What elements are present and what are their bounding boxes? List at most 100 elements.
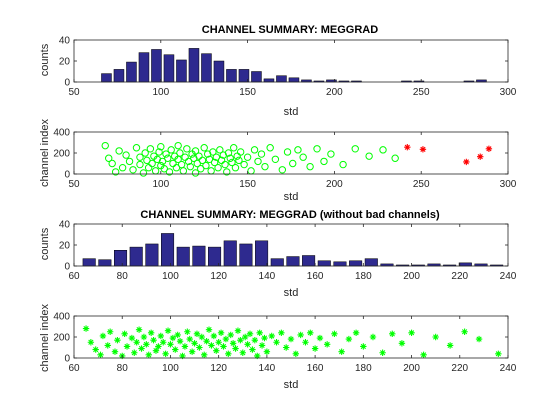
y-tick-label: 0 xyxy=(64,170,70,181)
scatter-point xyxy=(323,341,331,348)
scatter-point xyxy=(136,153,144,161)
scatter-point xyxy=(283,148,292,156)
scatter-point xyxy=(203,338,210,345)
scatter-point xyxy=(292,350,300,357)
scatter-point xyxy=(193,330,201,338)
panel-1-plot-area: 50 100 150 200 250 300 0 20 40 xyxy=(59,36,517,99)
scatter-point xyxy=(111,168,120,176)
histogram-bar xyxy=(458,262,472,267)
scatter-point xyxy=(246,330,254,338)
scatter-point xyxy=(176,338,184,345)
scatter-point xyxy=(461,328,468,335)
scatter-point xyxy=(229,340,237,347)
y-tick-label: 400 xyxy=(53,312,70,323)
histogram-bar xyxy=(176,59,187,83)
scatter-point xyxy=(215,339,222,346)
scatter-point xyxy=(176,149,184,157)
histogram-bar xyxy=(302,255,316,267)
y-tick-label: 200 xyxy=(53,149,70,160)
histogram-bar xyxy=(113,69,125,83)
histogram-bar xyxy=(98,259,112,267)
scatter-point xyxy=(477,153,484,160)
scatter-point xyxy=(92,346,99,353)
scatter-point xyxy=(186,335,193,343)
scatter-point xyxy=(128,334,136,342)
y-tick-label: 20 xyxy=(59,241,71,252)
scatter-point xyxy=(210,332,218,340)
x-tick-label: 50 xyxy=(68,87,80,98)
scatter-point xyxy=(220,343,227,350)
x-tick-label: 240 xyxy=(500,271,517,282)
scatter-point xyxy=(157,143,165,151)
panel-3-plot-area: 60 80 100 120 140 160 180 200 220 240 0 20 40 xyxy=(59,220,517,283)
x-tick-label: 300 xyxy=(500,179,517,190)
histogram-bar xyxy=(201,53,212,83)
histogram-bar xyxy=(317,260,331,267)
histogram-bar xyxy=(226,69,237,83)
x-tick-label: 240 xyxy=(500,363,517,374)
scatter-point xyxy=(106,328,114,335)
y-tick-label: 400 xyxy=(53,128,70,139)
scatter-point xyxy=(263,348,271,355)
scatter-point xyxy=(158,157,167,166)
scatter-point xyxy=(240,160,248,169)
scatter-point xyxy=(167,341,174,348)
histogram-bar xyxy=(176,246,190,267)
scatter-point xyxy=(327,150,335,158)
scatter-point xyxy=(420,351,427,359)
histogram-bar xyxy=(163,54,175,83)
scatter-point xyxy=(228,158,236,167)
scatter-point xyxy=(139,169,148,177)
panel-1-xlabel: std xyxy=(284,106,299,118)
scatter-point xyxy=(391,154,399,162)
x-tick-label: 60 xyxy=(68,271,80,282)
scatter-point xyxy=(278,329,285,336)
scatter-point xyxy=(164,154,172,162)
scatter-point xyxy=(234,327,242,334)
scatter-point xyxy=(191,169,200,177)
scatter-point xyxy=(129,166,137,174)
panel-1-ylabel: counts xyxy=(39,43,51,76)
scatter-point xyxy=(360,343,367,350)
scatter-point xyxy=(160,339,167,346)
scatter-point xyxy=(138,345,145,352)
x-tick-label: 180 xyxy=(355,271,372,282)
x-tick-label: 150 xyxy=(239,179,256,190)
x-tick-label: 160 xyxy=(307,363,324,374)
scatter-point xyxy=(287,335,295,343)
scatter-point xyxy=(183,145,191,153)
scatter-point xyxy=(148,159,156,168)
scatter-point xyxy=(165,168,174,176)
histogram-bar xyxy=(114,250,128,267)
scatter-point xyxy=(184,328,191,335)
y-tick-label: 200 xyxy=(53,333,70,344)
scatter-point xyxy=(254,157,262,166)
y-tick-label: 0 xyxy=(64,78,70,89)
scatter-point xyxy=(222,335,230,343)
scatter-point xyxy=(155,148,163,156)
y-tick-label: 0 xyxy=(64,262,70,273)
scatter-point xyxy=(297,331,304,339)
scatter-point xyxy=(160,165,168,173)
scatter-point xyxy=(294,146,302,154)
x-tick-label: 300 xyxy=(500,87,517,98)
scatter-point xyxy=(188,348,196,355)
histogram-bar xyxy=(138,52,150,83)
histogram-bar xyxy=(349,260,363,267)
scatter-point xyxy=(214,164,222,172)
scatter-point xyxy=(299,153,307,161)
y-tick-label: 0 xyxy=(64,354,70,365)
scatter-point xyxy=(249,346,256,353)
y-tick-label: 40 xyxy=(59,220,71,231)
y-tick-label: 40 xyxy=(59,36,71,47)
scatter-point xyxy=(172,164,181,172)
scatter-point xyxy=(196,344,203,351)
x-tick-label: 80 xyxy=(117,363,129,374)
histogram-bar xyxy=(276,75,287,83)
scatter-point xyxy=(174,331,181,339)
scatter-point xyxy=(186,162,195,171)
scatter-point xyxy=(111,348,119,355)
scatter-point xyxy=(82,325,90,332)
scatter-point xyxy=(352,329,360,336)
